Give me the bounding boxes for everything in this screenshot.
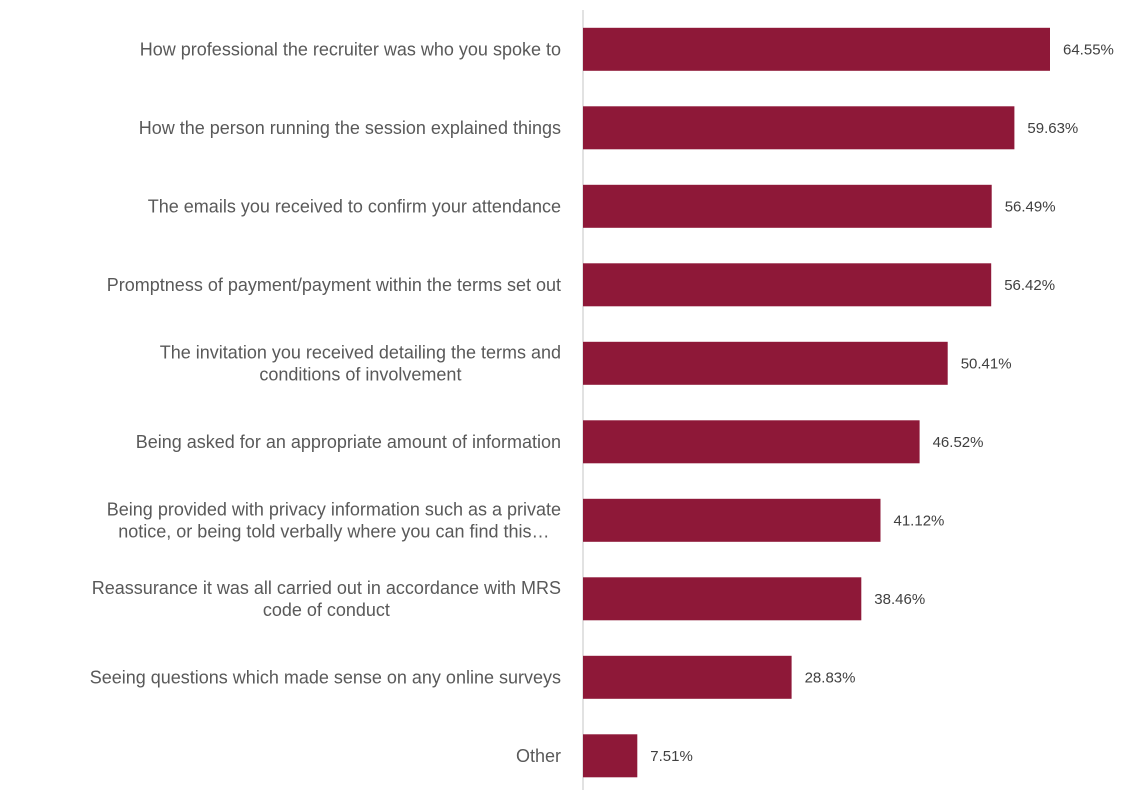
category-label-6: Being provided with privacy information … bbox=[107, 499, 561, 541]
bar-6 bbox=[583, 498, 881, 542]
bar-7 bbox=[583, 577, 862, 621]
bar-2 bbox=[583, 184, 992, 228]
category-label-8: Seeing questions which made sense on any… bbox=[90, 667, 561, 687]
category-label-5: Being asked for an appropriate amount of… bbox=[136, 432, 561, 452]
category-label-line: Being provided with privacy information … bbox=[107, 499, 561, 519]
value-label-2: 56.49% bbox=[1005, 198, 1056, 215]
category-label-4: The invitation you received detailing th… bbox=[160, 342, 561, 384]
category-label-1: How the person running the session expla… bbox=[139, 118, 561, 138]
category-label-0: How professional the recruiter was who y… bbox=[140, 39, 561, 59]
bar-9 bbox=[583, 734, 638, 778]
value-label-8: 28.83% bbox=[805, 669, 856, 686]
bars-layer bbox=[583, 27, 1050, 778]
bar-5 bbox=[583, 420, 920, 464]
value-label-7: 38.46% bbox=[874, 591, 925, 608]
bar-8 bbox=[583, 655, 792, 699]
category-label-line: Promptness of payment/payment within the… bbox=[107, 275, 561, 295]
bar-3 bbox=[583, 263, 992, 307]
value-labels-layer: 64.55% 59.63% 56.49% 56.42% 50.41% 46.52% 41.1… bbox=[650, 41, 1114, 765]
value-label-3: 56.42% bbox=[1004, 277, 1055, 294]
value-label-0: 64.55% bbox=[1063, 41, 1114, 58]
category-label-line: How professional the recruiter was who y… bbox=[140, 39, 561, 59]
category-label-line: notice, or being told verbally where you… bbox=[118, 521, 549, 541]
category-label-line: Seeing questions which made sense on any… bbox=[90, 667, 561, 687]
category-label-line: Being asked for an appropriate amount of… bbox=[136, 432, 561, 452]
category-labels-layer: How professional the recruiter was who y… bbox=[90, 39, 561, 766]
value-label-4: 50.41% bbox=[961, 355, 1012, 372]
value-label-5: 46.52% bbox=[933, 434, 984, 451]
category-label-9: Other bbox=[516, 746, 561, 766]
value-label-1: 59.63% bbox=[1027, 120, 1078, 137]
value-label-6: 41.12% bbox=[894, 512, 945, 529]
bar-1 bbox=[583, 106, 1015, 150]
category-label-line: The emails you received to confirm your … bbox=[148, 196, 561, 216]
category-label-line: How the person running the session expla… bbox=[139, 118, 561, 138]
category-label-7: Reassurance it was all carried out in ac… bbox=[92, 578, 561, 620]
category-label-line: Other bbox=[516, 746, 561, 766]
category-label-2: The emails you received to confirm your … bbox=[148, 196, 561, 216]
value-label-9: 7.51% bbox=[650, 748, 693, 765]
category-label-line: conditions of involvement bbox=[259, 364, 461, 384]
category-label-line: Reassurance it was all carried out in ac… bbox=[92, 578, 561, 598]
category-label-line: The invitation you received detailing th… bbox=[160, 342, 561, 362]
category-label-line: code of conduct bbox=[263, 600, 390, 620]
bar-0 bbox=[583, 27, 1050, 71]
bar-4 bbox=[583, 341, 948, 385]
category-label-3: Promptness of payment/payment within the… bbox=[107, 275, 561, 295]
